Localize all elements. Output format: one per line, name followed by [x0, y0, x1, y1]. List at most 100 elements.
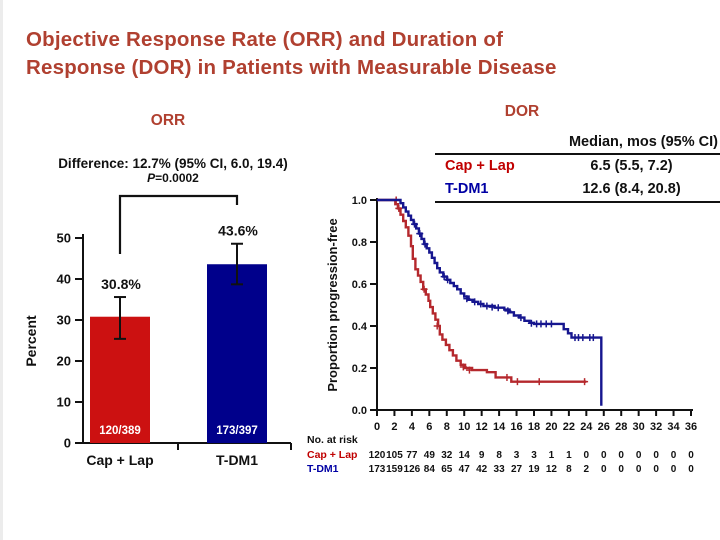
- x-tick-label: 22: [563, 421, 575, 433]
- risk-value: 33: [494, 464, 506, 475]
- slide-title-line2: Response (DOR) in Patients with Measurab…: [26, 55, 557, 79]
- risk-value: 159: [386, 464, 403, 475]
- y-tick-label: 20: [57, 354, 71, 369]
- risk-value: 19: [528, 464, 540, 475]
- risk-value: 27: [511, 464, 523, 475]
- y-axis-title: Proportion progression-free: [325, 218, 340, 391]
- orr-bar-chart: Difference: 12.7% (95% CI, 6.0, 19.4)P=0…: [23, 156, 292, 468]
- risk-value: 9: [479, 450, 485, 461]
- x-tick-label: 34: [667, 421, 680, 433]
- risk-value: 8: [566, 464, 572, 475]
- x-tick-label: 36: [685, 421, 697, 433]
- risk-value: 0: [688, 450, 694, 461]
- risk-value: 173: [369, 464, 386, 475]
- bar-value-label: 30.8%: [101, 276, 141, 292]
- y-tick-label: 0.6: [352, 279, 367, 291]
- x-tick-label: 14: [493, 421, 506, 433]
- y-tick-label: 0.0: [352, 405, 367, 417]
- x-tick-label: 4: [409, 421, 416, 433]
- y-tick-label: 0.2: [352, 363, 367, 375]
- slide-title-line1: Objective Response Rate (ORR) and Durati…: [26, 28, 504, 51]
- risk-value: 120: [369, 450, 386, 461]
- risk-value: 42: [476, 464, 488, 475]
- y-axis-title: Percent: [23, 315, 39, 367]
- risk-value: 0: [688, 464, 694, 475]
- x-tick-label: 24: [580, 421, 593, 433]
- x-tick-label: 8: [444, 421, 450, 433]
- risk-value: 0: [653, 464, 659, 475]
- risk-value: 77: [406, 450, 418, 461]
- risk-value: 12: [546, 464, 558, 475]
- risk-value: 2: [584, 464, 590, 475]
- risk-value: 14: [459, 450, 471, 461]
- orr-chart-heading: ORR: [150, 112, 186, 129]
- risk-value: 126: [404, 464, 421, 475]
- risk-value: 8: [496, 450, 502, 461]
- x-tick-label: 18: [528, 421, 540, 433]
- x-category-label: T-DM1: [216, 452, 258, 468]
- risk-value: 0: [618, 450, 624, 461]
- risk-value: 32: [441, 450, 453, 461]
- x-tick-label: 12: [476, 421, 488, 433]
- km-curve: [377, 198, 603, 406]
- risk-value: 0: [636, 464, 642, 475]
- x-tick-label: 26: [598, 421, 610, 433]
- risk-value: 0: [618, 464, 624, 475]
- risk-value: 0: [636, 450, 642, 461]
- risk-value: 47: [459, 464, 471, 475]
- risk-value: 49: [424, 450, 436, 461]
- median-row-cap-lap-value: 6.5 (5.5, 7.2): [590, 158, 673, 174]
- median-table-row-tdm1: T-DM1 12.6 (8.4, 20.8): [435, 178, 720, 201]
- slide-title: Objective Response Rate (ORR) and Durati…: [26, 26, 706, 81]
- bar-fraction-label: 120/389: [99, 425, 141, 437]
- y-tick-label: 50: [57, 231, 71, 246]
- risk-value: 0: [653, 450, 659, 461]
- x-tick-label: 20: [545, 421, 557, 433]
- y-tick-label: 0.4: [352, 321, 368, 333]
- x-tick-label: 2: [391, 421, 397, 433]
- dor-chart-heading: DOR: [504, 103, 540, 120]
- y-tick-label: 10: [57, 395, 71, 410]
- bar-value-label: 43.6%: [218, 223, 258, 239]
- y-tick-label: 0: [64, 436, 71, 451]
- median-table-body: Cap + Lap 6.5 (5.5, 7.2) T-DM1 12.6 (8.4…: [435, 155, 720, 203]
- x-tick-label: 6: [426, 421, 432, 433]
- bar-fraction-label: 173/397: [216, 425, 258, 437]
- dor-median-table: Median, mos (95% CI) Cap + Lap 6.5 (5.5,…: [435, 131, 720, 203]
- x-tick-label: 32: [650, 421, 662, 433]
- risk-value: 0: [601, 450, 607, 461]
- risk-value: 0: [601, 464, 607, 475]
- risk-row-label: T-DM1: [307, 463, 339, 475]
- risk-row-label: Cap + Lap: [307, 449, 357, 461]
- x-tick-label: 0: [374, 421, 380, 433]
- risk-value: 0: [584, 450, 590, 461]
- y-tick-label: 1.0: [352, 195, 367, 207]
- median-table-row-cap-lap: Cap + Lap 6.5 (5.5, 7.2): [435, 155, 720, 178]
- risk-table-label: No. at risk: [307, 434, 358, 446]
- risk-value: 105: [386, 450, 403, 461]
- y-tick-label: 40: [57, 272, 71, 287]
- median-row-tdm1-value: 12.6 (8.4, 20.8): [582, 181, 681, 197]
- risk-value: 65: [441, 464, 453, 475]
- x-tick-label: 30: [633, 421, 645, 433]
- risk-value: 84: [424, 464, 436, 475]
- km-curve: [377, 198, 587, 383]
- x-category-label: Cap + Lap: [86, 452, 153, 468]
- p-value-annotation: P=0.0002: [147, 171, 199, 185]
- risk-value: 0: [671, 450, 677, 461]
- x-tick-label: 10: [458, 421, 470, 433]
- risk-value: 3: [514, 450, 520, 461]
- y-tick-label: 0.8: [352, 237, 367, 249]
- median-row-tdm1-label: T-DM1: [445, 181, 489, 197]
- dor-km-chart: 0.00.20.40.60.81.00 2 4 6 8 10 12 14 16 18 20 22 24 2…: [307, 195, 697, 475]
- median-table-header: Median, mos (95% CI): [435, 131, 720, 155]
- risk-value: 1: [566, 450, 572, 461]
- y-tick-label: 30: [57, 313, 71, 328]
- bar: [207, 264, 267, 443]
- risk-value: 1: [549, 450, 555, 461]
- x-tick-label: 16: [510, 421, 522, 433]
- risk-value: 0: [671, 464, 677, 475]
- risk-value: 3: [531, 450, 537, 461]
- x-tick-label: 28: [615, 421, 627, 433]
